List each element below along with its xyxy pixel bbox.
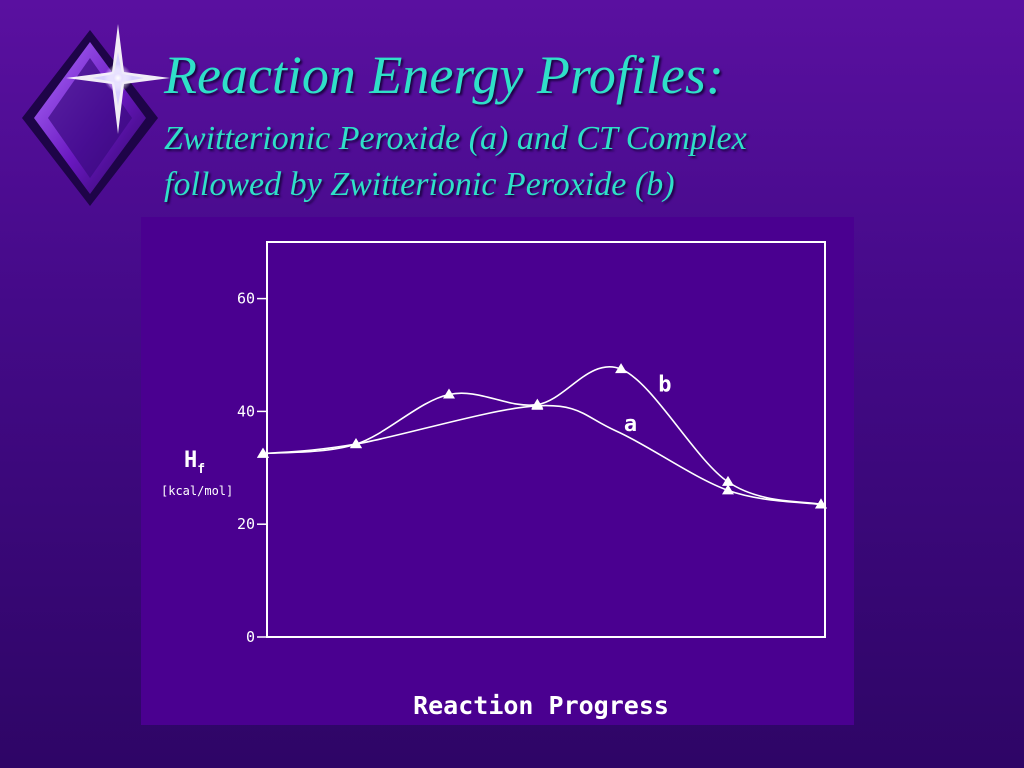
y-axis-label-main: H [184,448,197,473]
series-b-marker [443,388,455,399]
series-a-marker [722,484,734,495]
series-b-label: b [658,373,671,398]
slide-subtitle-line-2: followed by Zwitterionic Peroxide (b) [164,166,675,203]
y-axis-label: Hf [184,448,205,477]
series-b-line [262,366,822,506]
series-b-marker [531,398,544,409]
y-tick-label: 0 [246,628,255,646]
star-diamond-logo [22,24,170,206]
y-axis-ticks: 0 20 40 60 [237,290,267,646]
series-b-marker [350,438,362,449]
series-group: ab [257,363,827,509]
series-b-marker [815,498,827,509]
energy-profile-chart: 0 20 40 60 ab Hf [kcal/mol] Reaction Progre… [161,241,827,720]
series-b-marker [722,475,734,486]
y-axis-unit: [kcal/mol] [161,484,233,498]
series-a-line [262,404,822,506]
slide-title: Reaction Energy Profiles: [164,45,724,105]
y-tick-label: 60 [237,290,255,308]
y-axis-label-subscript: f [197,462,205,477]
series-b-marker [257,447,269,458]
y-tick-label: 40 [237,402,255,420]
series-b-marker [615,363,628,374]
plot-frame [266,241,826,638]
x-axis-label: Reaction Progress [413,691,669,720]
slide-subtitle-line-1: Zwitterionic Peroxide (a) and CT Complex [164,120,747,157]
series-a-label: a [624,412,637,437]
y-tick-label: 20 [237,515,255,533]
